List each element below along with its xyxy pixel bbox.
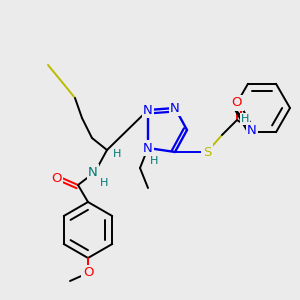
Text: O: O xyxy=(232,97,242,110)
Text: N: N xyxy=(143,142,153,154)
Text: N: N xyxy=(143,103,153,116)
Text: N: N xyxy=(247,124,257,136)
Text: H: H xyxy=(241,114,249,124)
Text: S: S xyxy=(203,146,211,158)
Text: H: H xyxy=(150,156,158,166)
Text: N: N xyxy=(170,101,180,115)
Text: N: N xyxy=(88,166,98,178)
Text: O: O xyxy=(83,266,93,280)
Text: H: H xyxy=(113,149,121,159)
Text: O: O xyxy=(51,172,61,184)
Text: H: H xyxy=(100,178,108,188)
